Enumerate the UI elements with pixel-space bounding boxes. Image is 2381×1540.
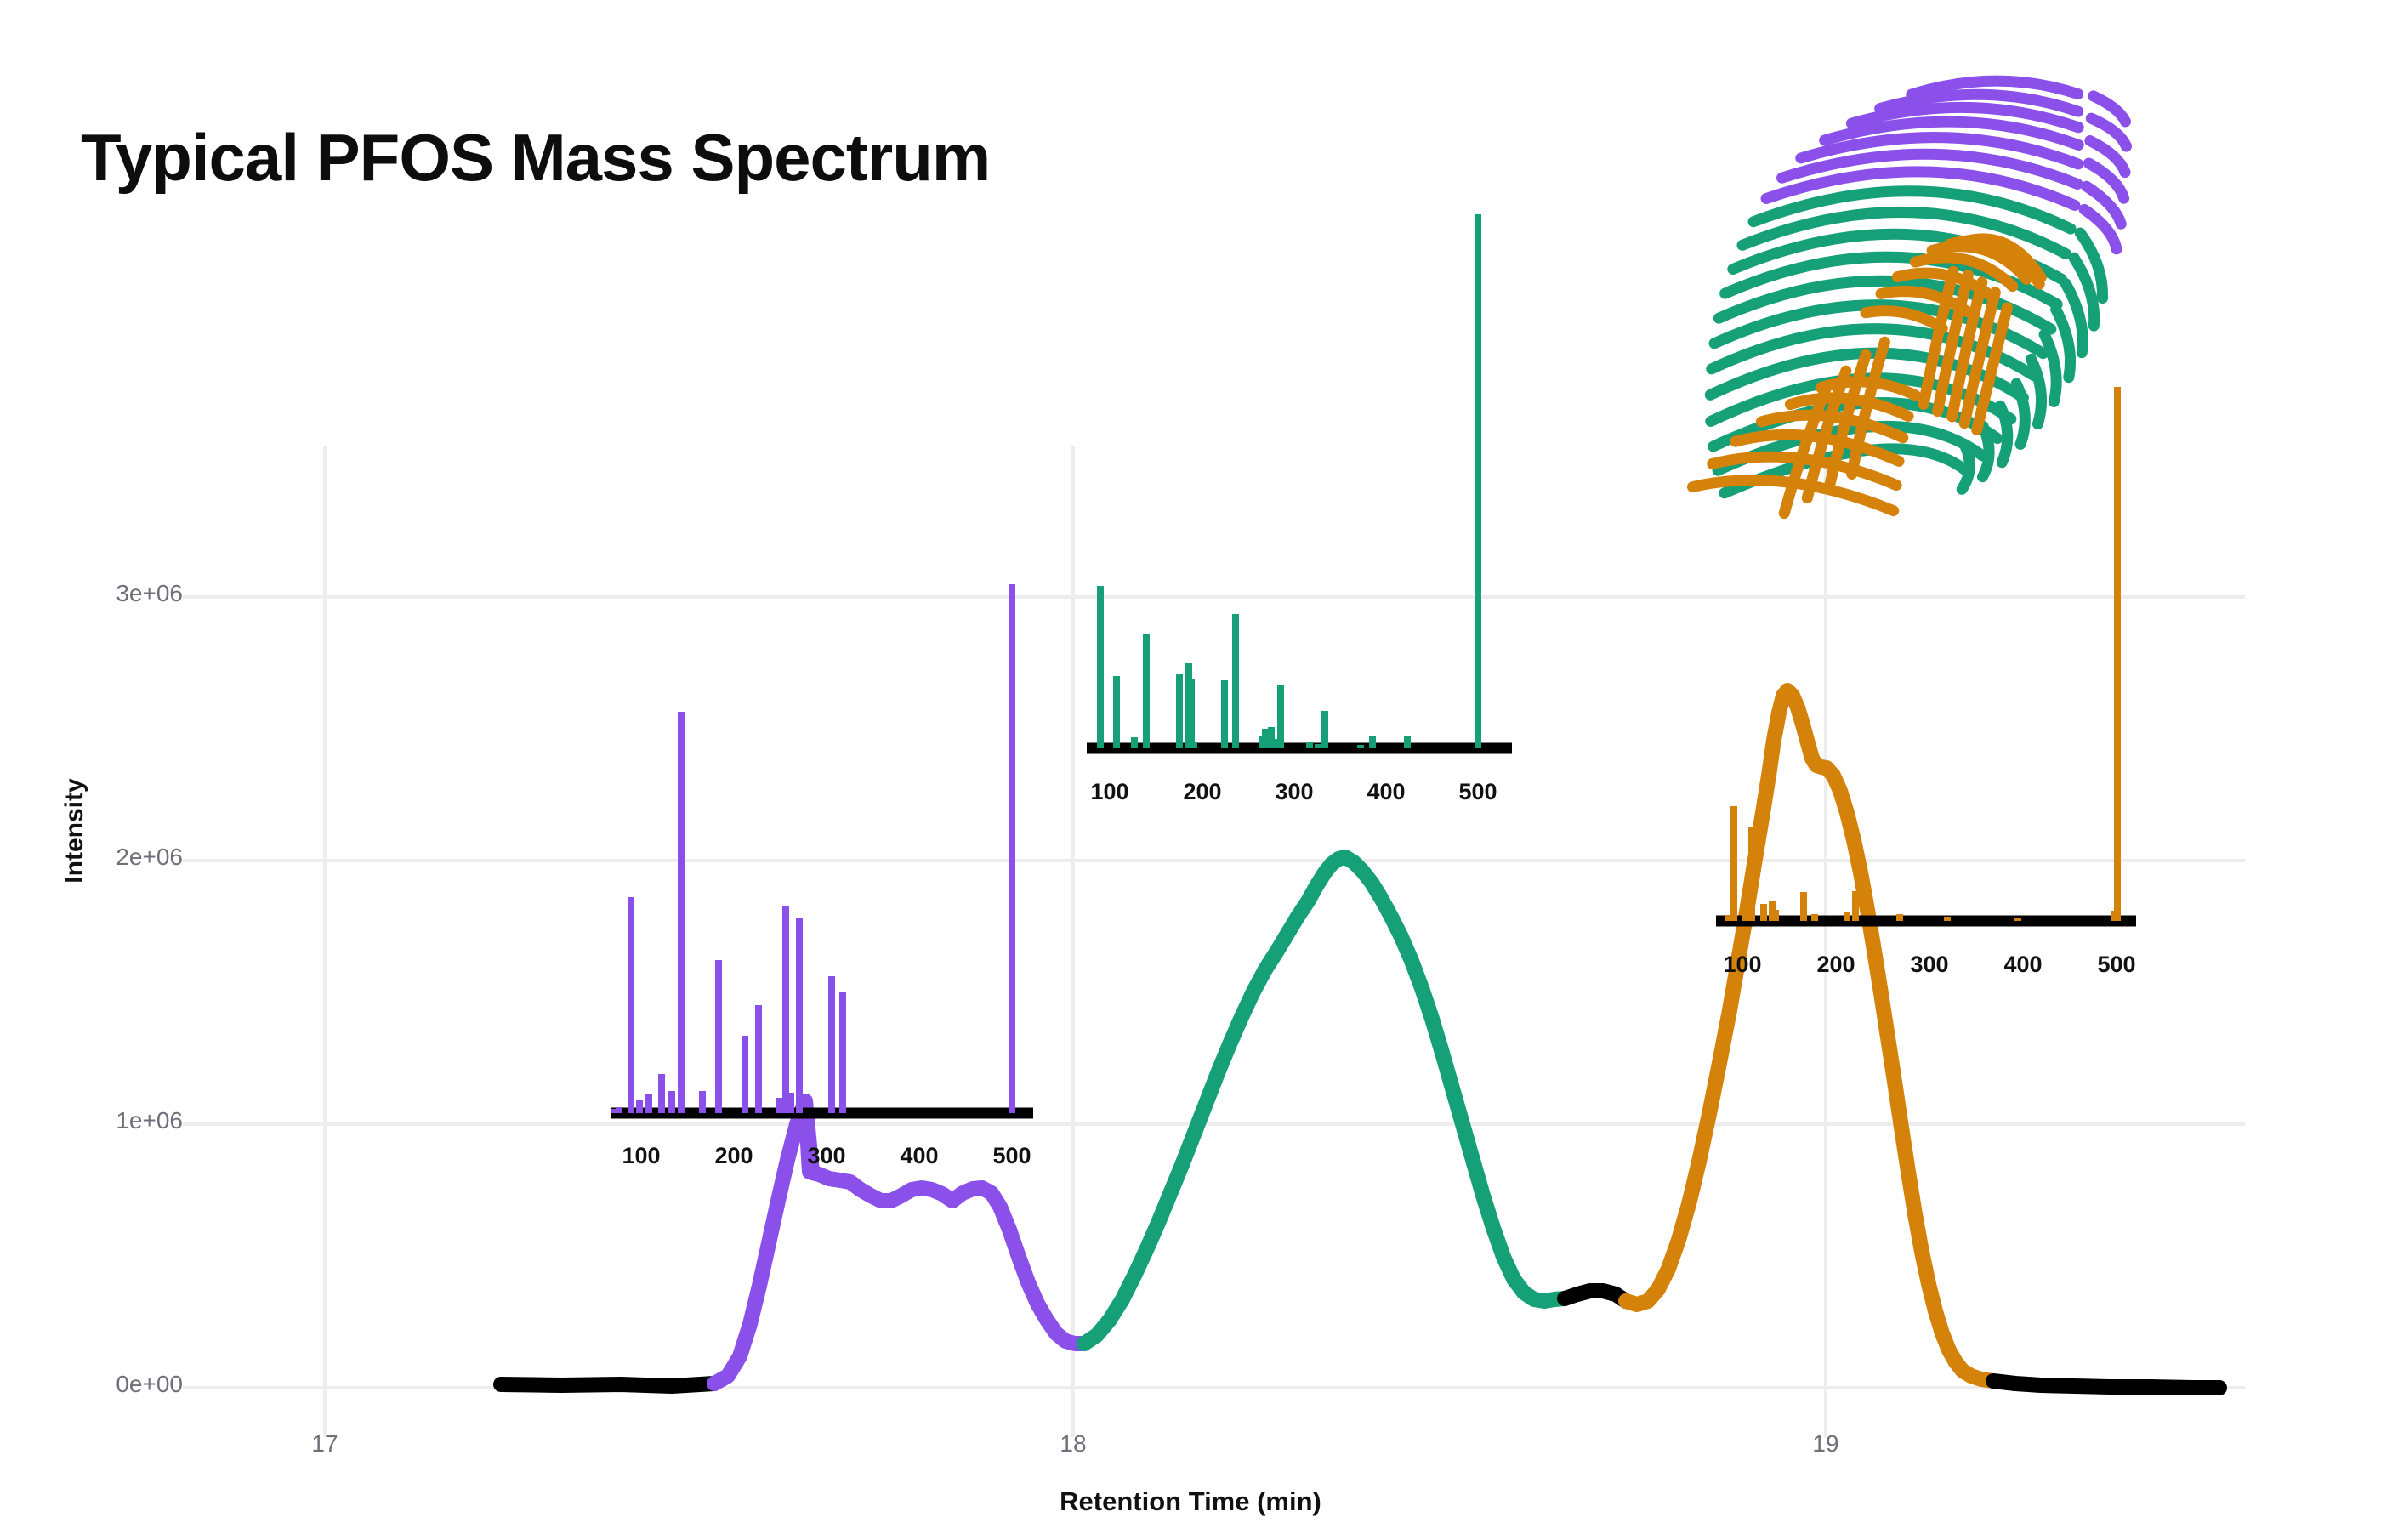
inset-orange-xtick-400: 400 — [2003, 952, 2042, 977]
mass-spectrum-inset-green: 100 200 300 400 500 — [1087, 214, 1512, 804]
inset-orange-xtick-300: 300 — [1910, 952, 1948, 977]
inset-green-xtick-100: 100 — [1090, 779, 1128, 804]
mass-spectrum-inset-purple: 100 200 300 400 500 — [611, 584, 1033, 1168]
x-axis-title: Retention Time (min) — [1060, 1486, 1321, 1516]
segment-black-valley — [1557, 1283, 1634, 1309]
inset-green-stems — [1097, 214, 1481, 748]
fingerprint-orange-ridges — [1686, 233, 2047, 520]
inset-orange-xtick-100: 100 — [1723, 952, 1761, 977]
inset-green-xtick-200: 200 — [1183, 779, 1221, 804]
inset-purple-xtick-500: 500 — [992, 1143, 1031, 1168]
segment-purple — [707, 1094, 1092, 1391]
xtick-label-17: 17 — [311, 1430, 338, 1457]
inset-orange-stems — [1725, 387, 2121, 921]
inset-purple-xtick-400: 400 — [900, 1143, 938, 1168]
xtick-label-19: 19 — [1812, 1430, 1839, 1457]
page-title: Typical PFOS Mass Spectrum — [81, 120, 991, 195]
mass-spectrum-inset-orange: 100 200 300 400 500 — [1716, 387, 2136, 977]
xtick-label-18: 18 — [1060, 1430, 1087, 1457]
inset-purple-stems — [611, 584, 1015, 1113]
inset-orange-xtick-200: 200 — [1816, 952, 1855, 977]
ytick-label-2e06: 2e+06 — [116, 844, 183, 870]
segment-black-tail — [1986, 1373, 2227, 1395]
inset-green-xtick-300: 300 — [1275, 779, 1313, 804]
ytick-label-3e06: 3e+06 — [116, 580, 183, 606]
plot-background — [183, 446, 2245, 1437]
inset-purple-xtick-300: 300 — [807, 1143, 845, 1168]
fingerprint-logo — [1686, 75, 2133, 520]
inset-purple-xtick-100: 100 — [622, 1143, 660, 1168]
ytick-label-1e06: 1e+06 — [116, 1107, 183, 1134]
inset-green-xtick-400: 400 — [1367, 779, 1405, 804]
segment-orange — [1618, 683, 2001, 1389]
segment-green — [1077, 850, 1572, 1351]
ytick-label-0e00: 0e+00 — [116, 1371, 183, 1397]
y-axis-title: Intensity — [60, 778, 88, 884]
segment-black-start — [493, 1376, 722, 1394]
inset-green-xtick-500: 500 — [1458, 779, 1497, 804]
inset-orange-xtick-500: 500 — [2097, 952, 2135, 977]
chromatogram-curve — [493, 683, 2227, 1395]
inset-purple-xtick-200: 200 — [714, 1143, 753, 1168]
fingerprint-purple-ridges — [1760, 75, 2133, 255]
